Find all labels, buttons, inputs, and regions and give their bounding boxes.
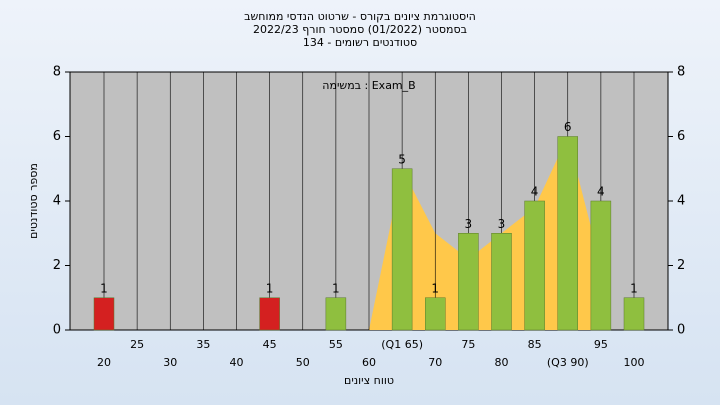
y2-tick-label: 2 bbox=[677, 258, 685, 273]
x-tick-label: 30 bbox=[163, 356, 177, 369]
x-tick-label: 25 bbox=[130, 338, 144, 351]
x-tick-label: 80 bbox=[495, 356, 509, 369]
bar bbox=[93, 297, 115, 331]
x-tick-label: 50 bbox=[296, 356, 310, 369]
x-tick-label: 75 bbox=[461, 338, 475, 351]
x-tick-label: 60 bbox=[362, 356, 376, 369]
bar bbox=[623, 297, 645, 331]
y2-tick-label: 4 bbox=[677, 194, 685, 209]
data-label: 1 bbox=[100, 281, 108, 295]
bar bbox=[458, 233, 479, 331]
y-tick-label: 0 bbox=[53, 323, 61, 338]
data-label: 1 bbox=[630, 281, 638, 295]
bar bbox=[391, 168, 413, 331]
chart-subtitle: בסמסטר (01/2022) סמסטר חורף 2022/23 bbox=[253, 23, 467, 36]
bar bbox=[557, 136, 578, 331]
x-tick-label: 35 bbox=[196, 338, 210, 351]
data-label: 1 bbox=[332, 281, 340, 295]
y-tick-label: 6 bbox=[53, 129, 61, 144]
data-label: 3 bbox=[498, 217, 506, 231]
bar bbox=[425, 297, 446, 331]
chart-subtitle: סטודנטים רשומים - 134 bbox=[303, 36, 417, 49]
x-tick-label: 20 bbox=[97, 356, 111, 369]
y-tick-label: 2 bbox=[53, 258, 61, 273]
y-axis-label: מספר סטודנטים bbox=[27, 163, 40, 239]
bar bbox=[524, 200, 545, 331]
bar bbox=[491, 233, 512, 331]
y2-tick-label: 8 bbox=[677, 65, 685, 80]
chart-title: היסטוגרמת ציונים בקורס - שרטוט הנדסי ממו… bbox=[244, 10, 476, 23]
data-label: 5 bbox=[398, 152, 406, 166]
x-axis-label: טווח ציונים bbox=[344, 374, 394, 387]
y2-tick-label: 0 bbox=[677, 323, 685, 338]
x-tick-label: 45 bbox=[263, 338, 277, 351]
x-tick-label: 40 bbox=[230, 356, 244, 369]
data-label: 4 bbox=[531, 185, 539, 199]
data-label: 1 bbox=[266, 281, 274, 295]
x-tick-label: (Q3 90) bbox=[547, 356, 589, 369]
x-tick-label: 55 bbox=[329, 338, 343, 351]
bar bbox=[325, 297, 347, 331]
data-label: 3 bbox=[465, 217, 473, 231]
y-tick-label: 4 bbox=[53, 194, 61, 209]
bar bbox=[259, 297, 280, 331]
x-tick-label: 95 bbox=[594, 338, 608, 351]
data-label: 6 bbox=[564, 120, 572, 134]
bar bbox=[590, 200, 612, 331]
data-label: 1 bbox=[431, 281, 439, 295]
x-tick-label: 85 bbox=[528, 338, 542, 351]
x-tick-label: 70 bbox=[428, 356, 442, 369]
x-tick-label: (Q1 65) bbox=[381, 338, 423, 351]
y2-tick-label: 6 bbox=[677, 129, 685, 144]
x-tick-label: 100 bbox=[624, 356, 645, 369]
data-label: 4 bbox=[597, 185, 605, 199]
y-tick-label: 8 bbox=[53, 65, 61, 80]
